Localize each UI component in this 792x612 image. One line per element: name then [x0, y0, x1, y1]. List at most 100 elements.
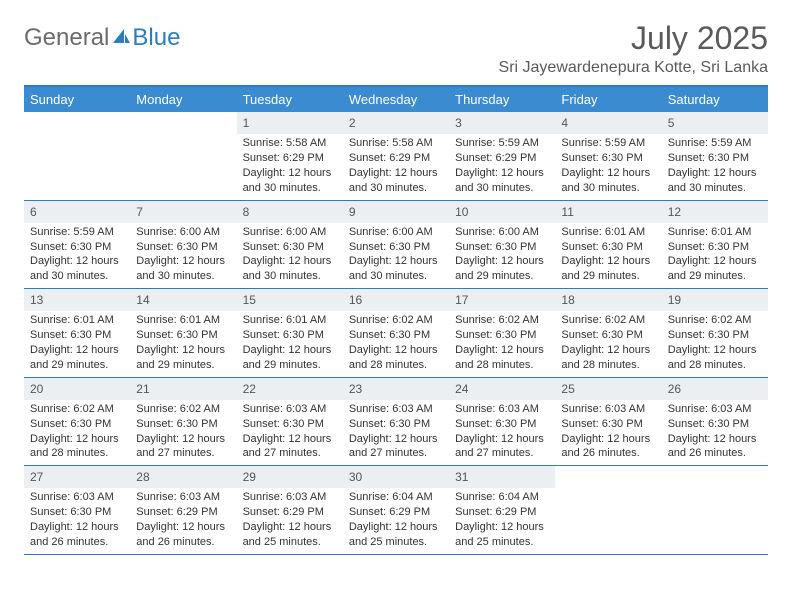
weekday-header: Monday: [130, 86, 236, 112]
day-details: Sunrise: 6:00 AMSunset: 6:30 PMDaylight:…: [343, 223, 449, 288]
sunrise-line: Sunrise: 6:01 AM: [243, 313, 337, 328]
daylight-line: Daylight: 12 hours and 28 minutes.: [561, 343, 655, 373]
calendar-cell: 17Sunrise: 6:02 AMSunset: 6:30 PMDayligh…: [449, 289, 555, 378]
sunset-line: Sunset: 6:30 PM: [30, 328, 124, 343]
calendar-cell: 21Sunrise: 6:02 AMSunset: 6:30 PMDayligh…: [130, 377, 236, 466]
daylight-line: Daylight: 12 hours and 30 minutes.: [243, 254, 337, 284]
daylight-line: Daylight: 12 hours and 26 minutes.: [30, 520, 124, 550]
day-number: 18: [555, 289, 661, 311]
day-details: Sunrise: 5:59 AMSunset: 6:29 PMDaylight:…: [449, 134, 555, 199]
day-number: 13: [24, 289, 130, 311]
daylight-line: Daylight: 12 hours and 29 minutes.: [136, 343, 230, 373]
calendar-cell: 26Sunrise: 6:03 AMSunset: 6:30 PMDayligh…: [662, 377, 768, 466]
sunrise-line: Sunrise: 6:03 AM: [561, 402, 655, 417]
day-details: Sunrise: 6:03 AMSunset: 6:29 PMDaylight:…: [130, 488, 236, 553]
calendar-cell: 4Sunrise: 5:59 AMSunset: 6:30 PMDaylight…: [555, 112, 661, 200]
sunrise-line: Sunrise: 6:00 AM: [243, 225, 337, 240]
sunrise-line: Sunrise: 6:02 AM: [561, 313, 655, 328]
sunset-line: Sunset: 6:30 PM: [455, 417, 549, 432]
weekday-header: Saturday: [662, 86, 768, 112]
sunset-line: Sunset: 6:30 PM: [349, 328, 443, 343]
logo-text-general: General: [24, 24, 109, 52]
day-details: Sunrise: 6:03 AMSunset: 6:30 PMDaylight:…: [24, 488, 130, 553]
daylight-line: Daylight: 12 hours and 30 minutes.: [455, 166, 549, 196]
calendar-cell: [662, 466, 768, 555]
sunrise-line: Sunrise: 6:03 AM: [136, 490, 230, 505]
page-title: July 2025: [499, 20, 768, 57]
day-number-empty: [24, 112, 130, 134]
day-number: 30: [343, 466, 449, 488]
calendar-cell: [555, 466, 661, 555]
calendar-row: 1Sunrise: 5:58 AMSunset: 6:29 PMDaylight…: [24, 112, 768, 200]
sunset-line: Sunset: 6:29 PM: [243, 505, 337, 520]
day-details: Sunrise: 6:04 AMSunset: 6:29 PMDaylight:…: [449, 488, 555, 553]
sunrise-line: Sunrise: 6:01 AM: [561, 225, 655, 240]
sunset-line: Sunset: 6:30 PM: [455, 240, 549, 255]
day-details: Sunrise: 5:59 AMSunset: 6:30 PMDaylight:…: [662, 134, 768, 199]
day-details: Sunrise: 5:59 AMSunset: 6:30 PMDaylight:…: [24, 223, 130, 288]
calendar-cell: [130, 112, 236, 200]
day-number: 17: [449, 289, 555, 311]
sunset-line: Sunset: 6:30 PM: [136, 417, 230, 432]
calendar-cell: 25Sunrise: 6:03 AMSunset: 6:30 PMDayligh…: [555, 377, 661, 466]
sunset-line: Sunset: 6:30 PM: [561, 240, 655, 255]
sunrise-line: Sunrise: 5:59 AM: [30, 225, 124, 240]
weekday-header: Friday: [555, 86, 661, 112]
day-details: Sunrise: 6:02 AMSunset: 6:30 PMDaylight:…: [130, 400, 236, 465]
day-details: Sunrise: 6:04 AMSunset: 6:29 PMDaylight:…: [343, 488, 449, 553]
calendar-cell: 16Sunrise: 6:02 AMSunset: 6:30 PMDayligh…: [343, 289, 449, 378]
daylight-line: Daylight: 12 hours and 27 minutes.: [349, 432, 443, 462]
day-number: 7: [130, 201, 236, 223]
day-number: 24: [449, 378, 555, 400]
sunset-line: Sunset: 6:29 PM: [455, 151, 549, 166]
day-details: Sunrise: 6:02 AMSunset: 6:30 PMDaylight:…: [555, 311, 661, 376]
sunset-line: Sunset: 6:30 PM: [455, 328, 549, 343]
calendar-body: 1Sunrise: 5:58 AMSunset: 6:29 PMDaylight…: [24, 112, 768, 554]
daylight-line: Daylight: 12 hours and 27 minutes.: [243, 432, 337, 462]
calendar-cell: 7Sunrise: 6:00 AMSunset: 6:30 PMDaylight…: [130, 200, 236, 289]
day-number: 11: [555, 201, 661, 223]
calendar-row: 13Sunrise: 6:01 AMSunset: 6:30 PMDayligh…: [24, 289, 768, 378]
weekday-header: Tuesday: [237, 86, 343, 112]
sunrise-line: Sunrise: 6:03 AM: [243, 490, 337, 505]
daylight-line: Daylight: 12 hours and 29 minutes.: [668, 254, 762, 284]
calendar-cell: 13Sunrise: 6:01 AMSunset: 6:30 PMDayligh…: [24, 289, 130, 378]
sunrise-line: Sunrise: 6:03 AM: [668, 402, 762, 417]
sunrise-line: Sunrise: 6:00 AM: [455, 225, 549, 240]
day-details: Sunrise: 6:01 AMSunset: 6:30 PMDaylight:…: [237, 311, 343, 376]
title-block: July 2025 Sri Jayewardenepura Kotte, Sri…: [499, 20, 768, 77]
sunrise-line: Sunrise: 6:00 AM: [136, 225, 230, 240]
calendar-cell: 15Sunrise: 6:01 AMSunset: 6:30 PMDayligh…: [237, 289, 343, 378]
day-details: Sunrise: 6:00 AMSunset: 6:30 PMDaylight:…: [130, 223, 236, 288]
day-details: Sunrise: 5:58 AMSunset: 6:29 PMDaylight:…: [237, 134, 343, 199]
calendar-cell: 10Sunrise: 6:00 AMSunset: 6:30 PMDayligh…: [449, 200, 555, 289]
sunrise-line: Sunrise: 6:01 AM: [668, 225, 762, 240]
location-label: Sri Jayewardenepura Kotte, Sri Lanka: [499, 59, 768, 77]
calendar-row: 20Sunrise: 6:02 AMSunset: 6:30 PMDayligh…: [24, 377, 768, 466]
weekday-header: Wednesday: [343, 86, 449, 112]
daylight-line: Daylight: 12 hours and 25 minutes.: [349, 520, 443, 550]
day-number: 26: [662, 378, 768, 400]
sunrise-line: Sunrise: 6:03 AM: [243, 402, 337, 417]
daylight-line: Daylight: 12 hours and 28 minutes.: [668, 343, 762, 373]
daylight-line: Daylight: 12 hours and 25 minutes.: [455, 520, 549, 550]
daylight-line: Daylight: 12 hours and 27 minutes.: [136, 432, 230, 462]
day-number-empty: [555, 466, 661, 488]
daylight-line: Daylight: 12 hours and 30 minutes.: [30, 254, 124, 284]
sunset-line: Sunset: 6:30 PM: [136, 240, 230, 255]
calendar-cell: 12Sunrise: 6:01 AMSunset: 6:30 PMDayligh…: [662, 200, 768, 289]
day-details: Sunrise: 6:00 AMSunset: 6:30 PMDaylight:…: [449, 223, 555, 288]
sunset-line: Sunset: 6:30 PM: [349, 417, 443, 432]
day-number: 5: [662, 112, 768, 134]
day-details: Sunrise: 5:58 AMSunset: 6:29 PMDaylight:…: [343, 134, 449, 199]
calendar-cell: 1Sunrise: 5:58 AMSunset: 6:29 PMDaylight…: [237, 112, 343, 200]
daylight-line: Daylight: 12 hours and 28 minutes.: [30, 432, 124, 462]
day-number: 6: [24, 201, 130, 223]
day-number: 12: [662, 201, 768, 223]
sunset-line: Sunset: 6:29 PM: [349, 505, 443, 520]
daylight-line: Daylight: 12 hours and 30 minutes.: [243, 166, 337, 196]
daylight-line: Daylight: 12 hours and 29 minutes.: [30, 343, 124, 373]
day-details: Sunrise: 6:03 AMSunset: 6:30 PMDaylight:…: [343, 400, 449, 465]
sunset-line: Sunset: 6:30 PM: [30, 240, 124, 255]
sunrise-line: Sunrise: 6:00 AM: [349, 225, 443, 240]
